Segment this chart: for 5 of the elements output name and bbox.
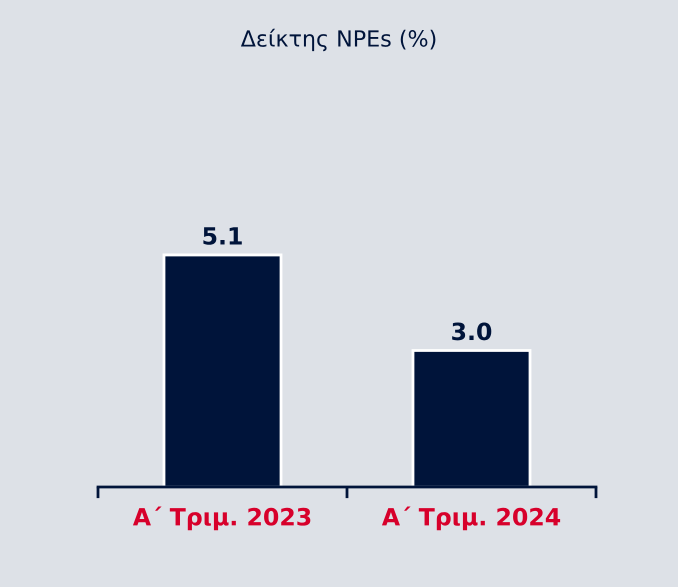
x-tick-label: Α΄ Τριμ. 2023 <box>132 506 310 530</box>
x-tick-label: Α΄ Τριμ. 2024 <box>382 506 560 530</box>
data-label: 3.0 <box>452 322 492 340</box>
data-label: 5.1 <box>203 227 242 245</box>
chart-title: Δείκτης NPEs (%) <box>240 28 436 52</box>
